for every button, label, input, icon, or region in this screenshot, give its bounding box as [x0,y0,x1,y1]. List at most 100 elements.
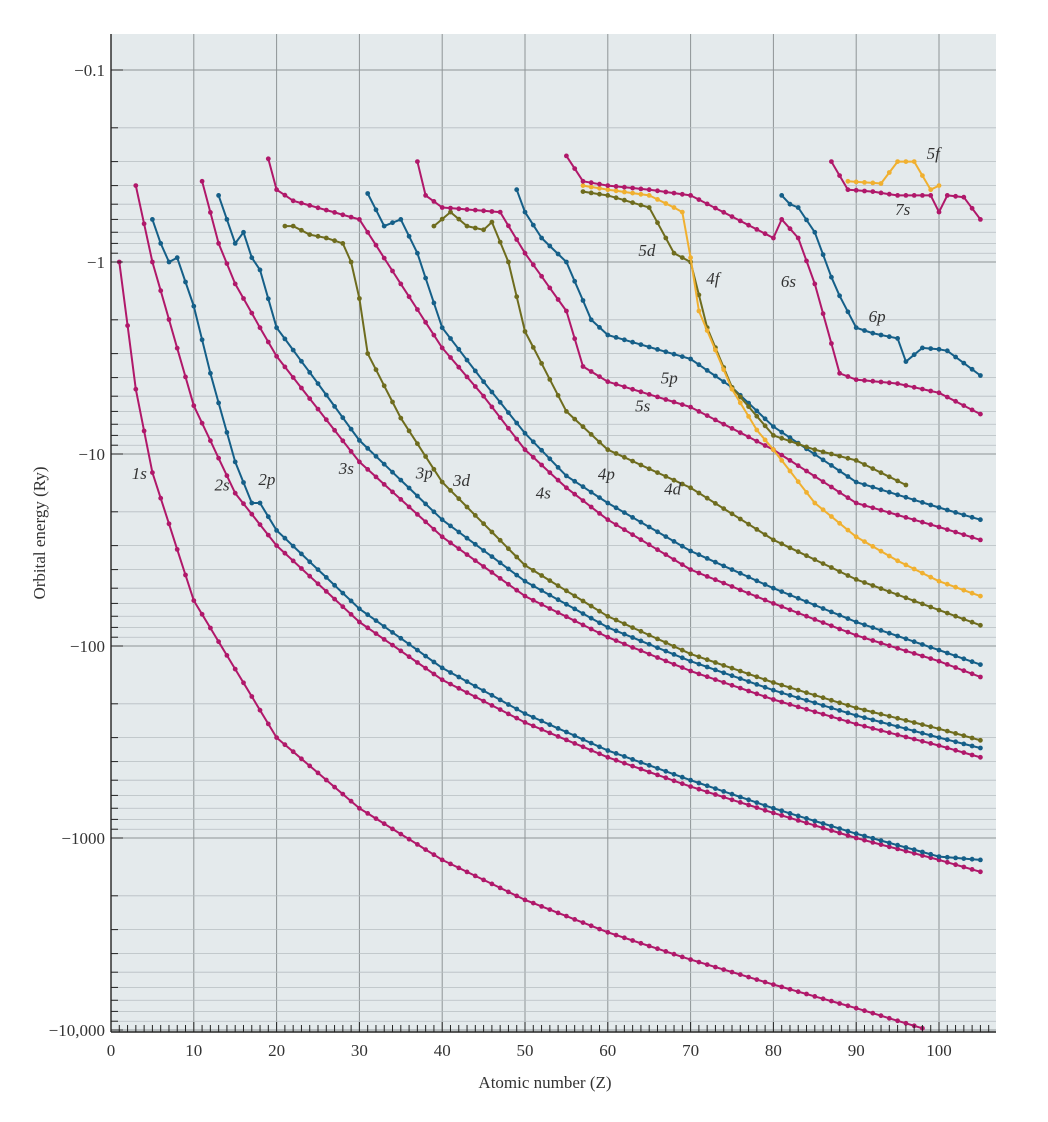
data-point-6p [779,193,785,198]
data-point-2s [580,744,586,750]
data-point-2s [398,648,404,654]
data-point-1s [497,885,503,891]
data-point-4s [969,671,975,677]
data-point-4s [895,645,900,651]
data-point-3s [199,178,205,184]
data-point-5s [886,510,892,515]
data-point-4f [944,581,950,587]
data-point-5s [638,389,644,395]
data-point-5p [580,298,586,303]
data-point-3p [671,652,677,657]
data-point-7s [953,193,958,199]
data-point-3s [564,614,569,620]
data-point-4d [961,616,967,622]
data-point-3s [729,682,735,688]
data-point-2s [199,420,205,426]
data-point-4p [605,500,611,506]
data-point-2s [762,807,768,813]
data-point-1s [224,653,230,658]
data-point-3s [373,474,379,480]
data-point-3p [820,703,826,708]
data-point-4p [771,585,776,591]
data-point-3s [671,661,677,667]
data-point-3s [472,558,478,563]
data-point-3d [721,663,727,668]
data-point-2p [746,797,751,803]
data-point-2p [439,665,445,671]
data-point-4d [597,439,602,445]
data-point-3d [969,735,975,741]
data-point-4p [506,410,511,415]
data-point-2s [456,685,462,691]
data-point-4f [754,427,760,433]
data-point-5s [762,443,768,448]
data-point-2s [895,846,900,852]
data-point-3d [953,731,958,736]
data-point-7s [928,193,934,198]
data-point-2p [762,803,768,808]
data-point-3p [216,193,222,198]
data-point-1s [547,907,553,912]
data-point-1s [679,954,685,960]
series-3p [216,193,983,751]
series-labels: 1s 2s 2p 3s 3p 3d 4s 4p 4d 5s 5p 5d 4f 6s 6p 7s 5f [132,144,942,503]
data-point-4s [671,557,677,562]
data-point-7s [853,187,859,193]
data-point-3s [323,417,329,423]
data-point-5s [845,495,851,501]
data-point-2s [746,802,751,808]
data-point-5d [845,455,851,461]
data-point-3s [721,680,727,685]
data-point-3d [837,700,842,706]
data-point-3p [704,664,710,670]
data-point-2s [373,631,379,636]
data-point-5s [539,273,544,279]
data-point-5s [704,413,710,418]
data-point-2s [613,757,619,763]
data-point-5p [779,429,785,435]
data-point-1s [638,940,644,946]
data-point-4s [431,332,437,338]
data-point-5s [655,394,660,400]
data-point-4s [853,632,859,638]
data-point-5d [605,193,611,198]
data-point-5s [829,484,834,490]
data-point-3d [787,685,793,690]
data-point-7s [961,194,967,200]
series-4d [431,209,983,628]
data-point-3d [522,562,528,568]
data-point-6p [878,332,884,338]
data-point-6s [878,379,884,385]
data-point-2s [862,837,867,843]
data-point-5p [713,373,718,379]
series-lines [116,153,983,1031]
data-point-3s [737,685,743,691]
data-point-6p [895,336,900,341]
data-point-3s [208,210,213,215]
data-point-6p [804,217,809,223]
data-point-2p [158,241,164,246]
data-point-6s [920,386,925,392]
data-point-1s [208,625,213,631]
data-point-4f [762,437,768,443]
data-point-2p [199,337,205,343]
data-point-4p [961,656,967,662]
data-point-4p [688,548,693,554]
data-point-2p [886,840,892,846]
data-point-3s [771,697,776,702]
data-point-4s [953,665,958,670]
data-point-4f [969,590,975,596]
data-point-4d [779,541,785,547]
data-point-2p [812,818,818,824]
data-point-5s [580,364,586,369]
y-tick-label: −0.1 [74,61,105,80]
data-point-4f [737,400,743,406]
data-point-4f [903,562,909,568]
data-point-6s [663,189,669,195]
data-point-6s [762,231,768,237]
data-point-2s [522,720,528,725]
data-point-2p [224,430,230,435]
data-point-5f [870,180,876,186]
data-point-3s [381,482,387,487]
data-point-4d [911,598,917,604]
